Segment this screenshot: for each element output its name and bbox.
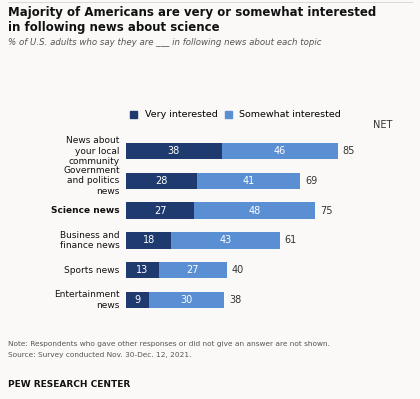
Text: 9: 9 (134, 295, 140, 305)
Text: 75: 75 (320, 205, 333, 215)
Text: Business and
finance news: Business and finance news (60, 231, 120, 250)
Text: 69: 69 (305, 176, 317, 186)
Bar (194, 202, 315, 219)
Text: NET: NET (373, 120, 392, 130)
Text: 40: 40 (232, 265, 244, 275)
Text: 43: 43 (219, 235, 232, 245)
Text: Majority of Americans are very or somewhat interested: Majority of Americans are very or somewh… (8, 6, 377, 19)
Bar (222, 143, 338, 159)
Text: % of U.S. adults who say they are ___ in following news about each topic: % of U.S. adults who say they are ___ in… (8, 38, 322, 47)
Text: 38: 38 (168, 146, 180, 156)
Bar (149, 292, 224, 308)
Text: 30: 30 (180, 295, 193, 305)
Text: 28: 28 (155, 176, 168, 186)
Text: Entertainment
news: Entertainment news (54, 290, 120, 310)
Bar (126, 262, 159, 278)
Bar (126, 173, 197, 189)
Text: 41: 41 (242, 176, 255, 186)
Text: 61: 61 (285, 235, 297, 245)
Text: 27: 27 (186, 265, 199, 275)
Text: PEW RESEARCH CENTER: PEW RESEARCH CENTER (8, 380, 131, 389)
Text: 38: 38 (229, 295, 242, 305)
Bar (126, 143, 222, 159)
Text: 18: 18 (142, 235, 155, 245)
Text: Sports news: Sports news (64, 266, 120, 275)
Bar (197, 173, 300, 189)
Text: News about
your local
community: News about your local community (66, 136, 120, 166)
Text: 27: 27 (154, 205, 166, 215)
Bar (126, 232, 171, 249)
Text: Science news: Science news (51, 206, 120, 215)
Legend: Very interested, Somewhat interested: Very interested, Somewhat interested (131, 111, 341, 119)
Text: 46: 46 (273, 146, 286, 156)
Text: Source: Survey conducted Nov. 30-Dec. 12, 2021.: Source: Survey conducted Nov. 30-Dec. 12… (8, 352, 192, 358)
Bar (171, 232, 280, 249)
Text: Note: Respondents who gave other responses or did not give an answer are not sho: Note: Respondents who gave other respons… (8, 341, 331, 347)
Bar (126, 202, 194, 219)
Bar (126, 292, 149, 308)
Text: Government
and politics
news: Government and politics news (63, 166, 120, 196)
Text: 13: 13 (136, 265, 149, 275)
Bar (159, 262, 227, 278)
Text: 85: 85 (343, 146, 355, 156)
Text: 48: 48 (248, 205, 261, 215)
Text: in following news about science: in following news about science (8, 21, 220, 34)
